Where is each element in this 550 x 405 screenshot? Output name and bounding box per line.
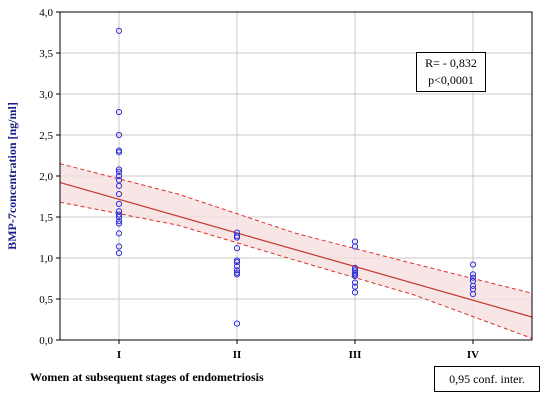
data-point — [351, 267, 359, 274]
x-tick-label: III — [349, 349, 362, 361]
data-point — [115, 249, 123, 257]
data-point — [115, 131, 123, 139]
data-point — [115, 27, 123, 34]
x-axis-label: Women at subsequent stages of endometrio… — [30, 370, 264, 384]
data-point — [351, 283, 359, 290]
y-axis-label: BMP-7concentration [ng/ml] — [5, 102, 19, 250]
data-point — [115, 168, 123, 175]
plot-frame — [59, 11, 533, 341]
data-point — [469, 271, 477, 278]
x-tick-label: IV — [467, 349, 479, 361]
data-point — [233, 271, 241, 278]
data-point — [115, 177, 123, 184]
x-tick-label: I — [117, 349, 121, 361]
data-point — [469, 261, 477, 268]
y-tick-label: 2,5 — [39, 130, 53, 142]
regression-lines — [60, 163, 532, 339]
data-point — [233, 263, 241, 270]
axes — [56, 11, 533, 344]
y-tick-label: 3,5 — [39, 48, 53, 60]
data-points — [115, 27, 477, 327]
data-point — [233, 234, 241, 241]
tick-labels: 0,00,51,01,52,02,53,03,54,0I II III IVBMP-7… — [5, 7, 479, 361]
y-tick-label: 4,0 — [39, 7, 53, 19]
stats-annotation-box: R= - 0,832 p<0,0001 — [416, 52, 486, 92]
data-point — [115, 230, 123, 237]
data-point — [115, 211, 123, 218]
data-point — [469, 282, 477, 289]
x-tick-label: II — [233, 349, 242, 361]
data-point — [115, 108, 123, 116]
data-point — [115, 190, 123, 198]
y-tick-label: 2,0 — [39, 171, 53, 183]
data-point — [351, 289, 359, 296]
data-point — [115, 166, 123, 173]
ci-lower-line — [60, 201, 532, 339]
data-point — [115, 213, 123, 221]
data-point — [115, 172, 123, 180]
y-tick-label: 1,5 — [39, 212, 53, 224]
data-point — [351, 243, 359, 250]
p-value: p<0,0001 — [428, 73, 474, 87]
data-point — [233, 267, 241, 274]
data-point — [233, 245, 241, 252]
correlation-value: R= - 0,832 — [425, 56, 477, 70]
data-point — [115, 220, 123, 227]
data-point — [115, 208, 123, 215]
data-point — [351, 272, 359, 280]
data-point — [115, 218, 123, 225]
data-point — [469, 274, 477, 281]
data-point — [115, 149, 123, 156]
data-point — [351, 279, 359, 286]
y-tick-label: 0,5 — [39, 294, 53, 306]
regression-line — [60, 181, 532, 318]
data-point — [115, 243, 123, 250]
data-point — [115, 182, 123, 189]
data-point — [233, 259, 241, 266]
ci-upper-line — [60, 163, 532, 294]
data-point — [469, 290, 477, 298]
y-tick-label: 3,0 — [39, 89, 53, 101]
legend-box: 0,95 conf. inter. — [434, 366, 540, 392]
y-tick-label: 0,0 — [39, 335, 53, 347]
legend-label: 0,95 conf. inter. — [449, 372, 525, 386]
data-point — [115, 200, 123, 207]
data-point — [233, 320, 241, 327]
y-tick-label: 1,0 — [39, 253, 53, 265]
